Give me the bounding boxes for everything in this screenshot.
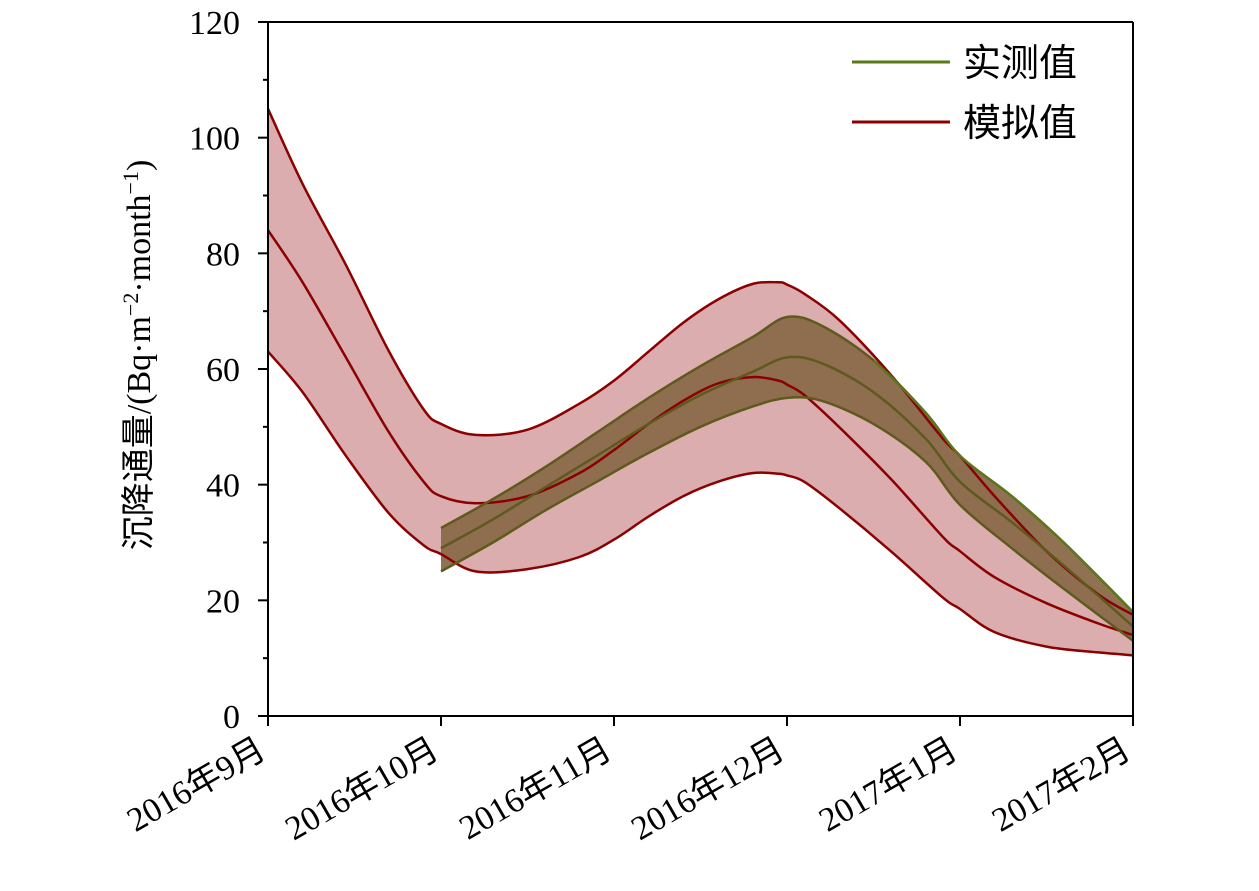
x-tick-label: 2016年10月: [279, 730, 445, 848]
band-measured: [441, 316, 1133, 641]
x-tick-label: 2017年1月: [812, 730, 964, 839]
y-tick-label: 20: [206, 583, 240, 620]
y-tick-label: 80: [206, 236, 240, 273]
legend-label-simulated: 模拟值: [963, 103, 1077, 145]
line-measured-mid: [440, 355, 1134, 628]
y-tick-label: 100: [189, 121, 240, 158]
series-bands: [268, 108, 1133, 656]
y-tick-label: 60: [206, 352, 240, 389]
legend: 实测值 模拟值: [852, 43, 1077, 145]
y-tick-label: 120: [189, 5, 240, 42]
y-axis-title: 沉降通量/(Bq·m−2·month−1): [118, 160, 159, 551]
y-tick-label: 40: [206, 468, 240, 505]
legend-label-measured: 实测值: [963, 43, 1077, 85]
x-tick-label: 2016年12月: [625, 730, 791, 848]
line-simulated-lower: [267, 350, 1134, 657]
y-ticks: 0 20 40 60 80 100 120: [189, 5, 268, 736]
x-tick-label: 2016年9月: [120, 730, 272, 839]
y-tick-label: 0: [223, 699, 240, 736]
x-ticks: 2016年9月 2016年10月 2016年11月 2016年12月 2017年1月 20…: [120, 716, 1137, 848]
line-simulated-mid: [266, 229, 1134, 637]
series-lines: [266, 108, 1134, 657]
x-tick-label: 2016年11月: [453, 730, 618, 847]
x-tick-label: 2017年2月: [985, 730, 1137, 839]
line-measured-lower: [440, 396, 1134, 642]
line-measured-edge: [872, 359, 1134, 613]
plot-area: [266, 108, 1134, 657]
